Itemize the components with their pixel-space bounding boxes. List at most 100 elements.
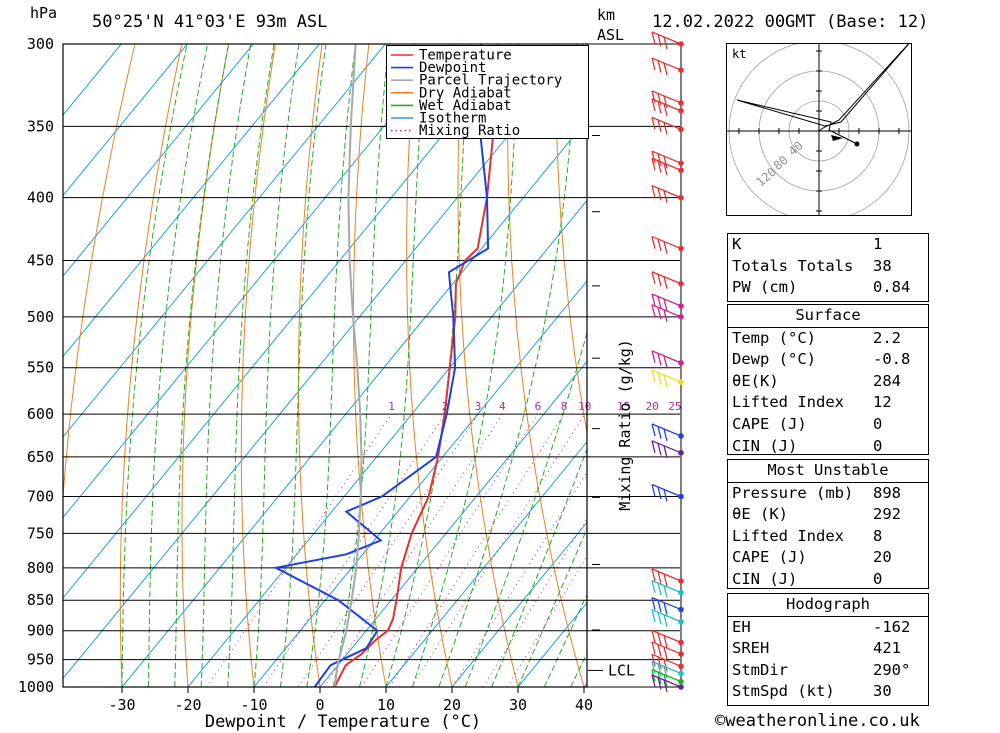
- most-unstable-row-value: 8: [873, 526, 883, 545]
- dry-adiabat-line: [977, 44, 1000, 687]
- dry-adiabat-line: [63, 44, 136, 503]
- wind-barb: [651, 90, 684, 109]
- wind-barb: [651, 150, 684, 169]
- hodograph-stats-row-value: 421: [873, 639, 901, 658]
- most-unstable-row: Lifted Index 8: [728, 526, 928, 548]
- datetime-label: 12.02.2022 00GMT (Base: 12): [652, 12, 929, 32]
- mixing-ratio-label: 8: [561, 400, 568, 413]
- x-tick-label: -20: [174, 696, 201, 714]
- indices-row-value: 1: [873, 235, 883, 253]
- most-unstable-row-value: 0: [873, 569, 883, 588]
- dry-adiabat-line: [406, 44, 453, 687]
- dry-adiabat-line: [240, 44, 276, 687]
- mixing-ratio-line: [297, 413, 479, 687]
- most-unstable-title: Most Unstable: [767, 461, 889, 479]
- pressure-tick-label: 900: [27, 622, 54, 640]
- copyright-label: ©weatheronline.co.uk: [715, 711, 920, 731]
- mixing-ratio-label: 2: [442, 400, 449, 413]
- wind-barb: [651, 271, 684, 289]
- legend-label: Dewpoint: [419, 60, 486, 76]
- isotherm-line: [63, 44, 386, 438]
- surface-row-label: CIN (J): [732, 436, 798, 455]
- legend-label: Wet Adiabat: [419, 98, 512, 114]
- x-tick-label: 40: [575, 696, 593, 714]
- surface-row-label: Lifted Index: [732, 393, 844, 412]
- most-unstable-row-label: θE (K): [732, 505, 788, 524]
- surface-row-value: 2.2: [873, 328, 901, 347]
- hodograph-stats-row-label: EH: [732, 617, 751, 636]
- mixing-ratio-axis-label: Mixing Ratio (g/kg): [616, 339, 634, 511]
- wind-barb: [651, 660, 684, 679]
- dry-adiabat-line: [353, 44, 387, 687]
- asl-label: ASL: [597, 26, 625, 44]
- wet-adiabat-line: [359, 44, 427, 687]
- pressure-tick-label: 950: [27, 651, 54, 669]
- hodograph-ring-label: 40: [786, 138, 806, 158]
- isotherm-line: [319, 360, 587, 687]
- wet-adiabat-line: [253, 44, 300, 687]
- isotherm-line: [63, 44, 320, 358]
- wet-adiabat-line: [306, 44, 356, 687]
- wind-barb: [651, 580, 684, 598]
- legend-label: Temperature: [419, 48, 512, 64]
- surface-row-value: -0.8: [873, 350, 911, 369]
- wind-barb: [651, 423, 684, 442]
- hodograph-stats-row-value: -162: [873, 617, 911, 636]
- isotherm-line: [63, 44, 518, 599]
- pressure-tick-label: 1000: [18, 678, 54, 696]
- wind-barb: [651, 185, 684, 203]
- isotherm-line: [63, 44, 452, 519]
- isotherm-line: [253, 280, 587, 687]
- most-unstable-row-value: 20: [873, 548, 892, 567]
- isotherm-line: [63, 44, 254, 277]
- legend-label: Isotherm: [419, 111, 486, 127]
- most-unstable-row: Pressure (mb) 898: [728, 481, 928, 505]
- wind-barb: [651, 653, 684, 672]
- hodograph: kt 40 80 120: [726, 43, 912, 216]
- wind-barb: [651, 629, 684, 648]
- wet-adiabat-line: [332, 44, 390, 687]
- hodograph-stats-row: StmDir 290°: [728, 660, 928, 682]
- wind-barb: [651, 568, 684, 587]
- surface-row: CIN (J) 0: [728, 436, 928, 458]
- dry-adiabat-line: [930, 44, 1000, 687]
- x-tick-label: 20: [443, 696, 461, 714]
- pressure-tick-label: 750: [27, 524, 54, 542]
- indices-row-label: K: [732, 235, 742, 253]
- wind-barb: [651, 609, 684, 627]
- x-tick-label: 10: [377, 696, 395, 714]
- surface-row-label: Temp (°C): [732, 328, 816, 347]
- x-tick-label: 30: [509, 696, 527, 714]
- mixing-ratio-label: 25: [668, 400, 681, 413]
- hodograph-stats-table: Hodograph EH -162 SREH 421 StmDir 290° StmSpd …: [727, 593, 929, 706]
- pressure-tick-label: 550: [27, 359, 54, 377]
- most-unstable-row-value: 292: [873, 505, 901, 524]
- km-label: km: [597, 6, 616, 24]
- pressure-unit-label: hPa: [30, 4, 58, 22]
- surface-row: CAPE (J) 0: [728, 414, 928, 436]
- wind-barb: [651, 369, 684, 388]
- legend-label: Dry Adiabat: [419, 85, 512, 101]
- wind-barb: [651, 350, 684, 368]
- x-tick-label: 0: [315, 696, 324, 714]
- wet-adiabat-line: [517, 527, 587, 687]
- series-line-temperature: [333, 44, 499, 687]
- pressure-tick-label: 850: [27, 591, 54, 609]
- wet-adiabat-line: [543, 593, 587, 687]
- isotherm-line: [63, 44, 584, 680]
- dry-adiabat-line: [119, 44, 183, 687]
- mixing-ratio-label: 20: [646, 400, 659, 413]
- isotherm-line: [63, 44, 122, 116]
- hodograph-stats-row-value: 30: [873, 682, 892, 701]
- wind-barb: [651, 641, 684, 660]
- mixing-ratio-label: 15: [617, 400, 630, 413]
- mixing-ratio-label: 10: [578, 400, 591, 413]
- surface-row-value: 284: [873, 371, 901, 390]
- indices-row-value: 0.84: [873, 278, 911, 297]
- wind-barb: [651, 31, 684, 50]
- pressure-tick-label: 650: [27, 448, 54, 466]
- isotherm-line: [385, 441, 587, 687]
- pressure-tick-label: 450: [27, 252, 54, 270]
- most-unstable-row: CAPE (J) 20: [728, 547, 928, 569]
- wind-barb: [651, 293, 684, 312]
